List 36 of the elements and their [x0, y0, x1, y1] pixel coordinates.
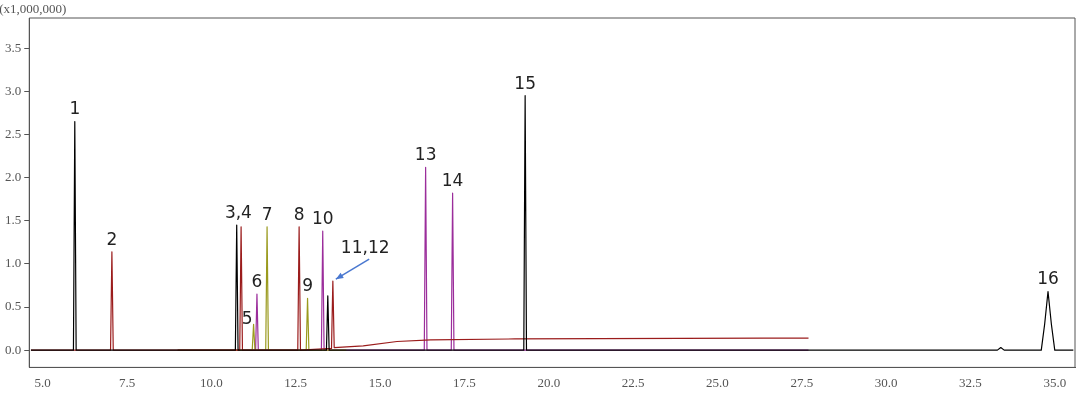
annotation: 14 [441, 170, 464, 191]
x-tick-label: 20.0 [537, 374, 561, 390]
annotation: 10 [311, 208, 334, 229]
y-tick-label: 1.5 [5, 212, 22, 228]
annotation: 15 [514, 72, 536, 93]
x-tick-label: 7.5 [118, 374, 136, 390]
y-tick-label: 3.0 [5, 82, 22, 98]
y-axis-title: (x1,000,000) [0, 0, 67, 16]
y-tick-label: 2.0 [5, 169, 22, 185]
y-tick-label: 3.5 [5, 39, 22, 55]
annotation: 1 [69, 98, 81, 119]
annotation: 3,4 [224, 201, 252, 222]
x-tick-label: 10.0 [200, 374, 223, 390]
annotation: 7 [261, 203, 273, 224]
x-tick-label: 15.0 [368, 374, 392, 390]
x-tick-label: 27.5 [790, 374, 814, 390]
annotation: 9 [302, 275, 313, 296]
annotation: 2 [106, 228, 118, 249]
annotation: 5 [241, 308, 253, 329]
x-tick-label: 32.5 [959, 374, 982, 390]
annotation: 6 [251, 270, 263, 291]
y-tick-label: 1.0 [5, 255, 22, 271]
y-tick-label: 2.5 [5, 125, 22, 141]
annotation: 8 [293, 203, 305, 224]
x-tick-label: 17.5 [453, 374, 476, 390]
annotation: 16 [1037, 268, 1059, 289]
x-tick-label: 25.0 [706, 374, 729, 390]
y-tick-label: 0.5 [5, 298, 22, 314]
y-tick-label: 0.0 [5, 341, 22, 357]
x-tick-label: 35.0 [1043, 374, 1067, 390]
x-tick-label: 22.5 [621, 374, 645, 390]
x-tick-label: 5.0 [34, 374, 51, 390]
x-tick-label: 30.0 [874, 374, 898, 390]
annotation: 13 [414, 144, 437, 165]
annotation: 11,12 [340, 237, 390, 258]
x-tick-label: 12.5 [284, 374, 308, 390]
